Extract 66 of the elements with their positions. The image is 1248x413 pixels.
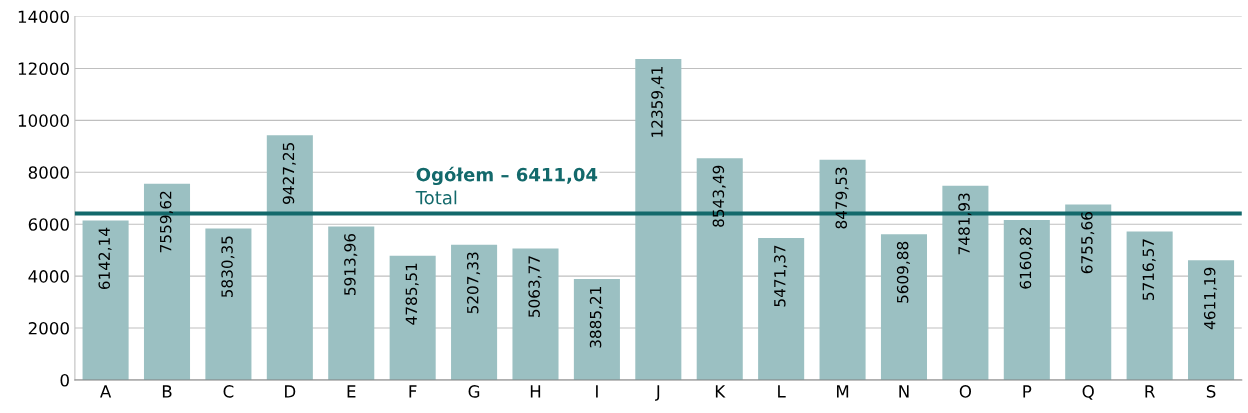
data-label: 7481,93	[958, 193, 972, 255]
bar	[1003, 220, 1050, 380]
y-tick-label: 8000	[28, 166, 69, 179]
x-tick-label: D	[285, 385, 296, 398]
x-tick-label: O	[959, 385, 972, 398]
y-tick-label: 6000	[28, 218, 69, 231]
x-tick-label: J	[655, 385, 660, 401]
data-label: 6160,82	[1019, 228, 1033, 289]
x-tick-label: M	[837, 385, 849, 398]
bar	[1065, 204, 1112, 380]
x-tick-label: G	[468, 385, 480, 398]
bar	[266, 135, 313, 380]
bar	[451, 244, 498, 380]
bar	[389, 255, 436, 380]
x-tick-label: K	[715, 385, 726, 398]
bar	[82, 220, 129, 380]
x-tick-label: S	[1206, 385, 1216, 398]
bar	[696, 158, 743, 380]
data-label: 7559,62	[159, 191, 173, 253]
data-label: 4785,51	[405, 263, 419, 325]
data-label: 6142,14	[98, 227, 112, 290]
y-tick-label: 0	[60, 373, 69, 387]
x-tick-label: C	[223, 385, 234, 398]
data-label: 12359,41	[651, 67, 665, 137]
bar	[573, 279, 620, 380]
bar	[143, 183, 191, 380]
data-label: 5471,37	[774, 245, 788, 307]
data-label: 6755,66	[1081, 212, 1095, 274]
data-label: 4611,19	[1203, 267, 1218, 330]
x-tick-label: L	[778, 385, 786, 398]
y-tick-label: 10000	[18, 114, 69, 127]
data-label: 5609,88	[896, 241, 910, 303]
y-tick-label: 4000	[28, 270, 69, 283]
data-label: 9427,25	[282, 143, 296, 204]
y-tick-label: 2000	[28, 322, 69, 335]
y-tick-label: 12000	[18, 62, 69, 76]
x-tick-label: I	[596, 385, 598, 398]
x-tick-label: R	[1145, 385, 1155, 398]
x-tick-label: B	[162, 385, 172, 398]
bar	[512, 248, 559, 380]
data-label: 3885,21	[589, 287, 603, 348]
bar	[942, 185, 989, 380]
bar	[758, 237, 805, 380]
data-label: 5207,33	[466, 252, 481, 314]
bar	[328, 226, 375, 380]
x-tick-label: F	[409, 385, 417, 398]
x-tick-label: E	[347, 385, 356, 398]
bar	[819, 159, 866, 380]
data-label: 8543,49	[712, 165, 726, 227]
x-tick-label: H	[530, 385, 541, 398]
data-label: 5063,77	[528, 256, 542, 317]
data-label: 5716,57	[1142, 239, 1156, 301]
data-label: 5830,35	[221, 236, 235, 298]
x-tick-label: N	[899, 385, 909, 398]
bar	[1126, 231, 1173, 380]
y-tick-label: 14000	[18, 10, 69, 24]
bar	[1188, 260, 1235, 380]
bar	[205, 228, 252, 380]
bar	[635, 59, 682, 380]
ref-line-label: Ogółem – 6411,04 Total	[415, 166, 598, 205]
bar	[880, 234, 928, 380]
data-label: 8479,53	[835, 167, 849, 229]
data-label: 5913,96	[344, 233, 358, 295]
x-tick-label: A	[100, 385, 112, 398]
x-tick-label: P	[1023, 385, 1032, 398]
x-tick-label: Q	[1082, 385, 1094, 400]
